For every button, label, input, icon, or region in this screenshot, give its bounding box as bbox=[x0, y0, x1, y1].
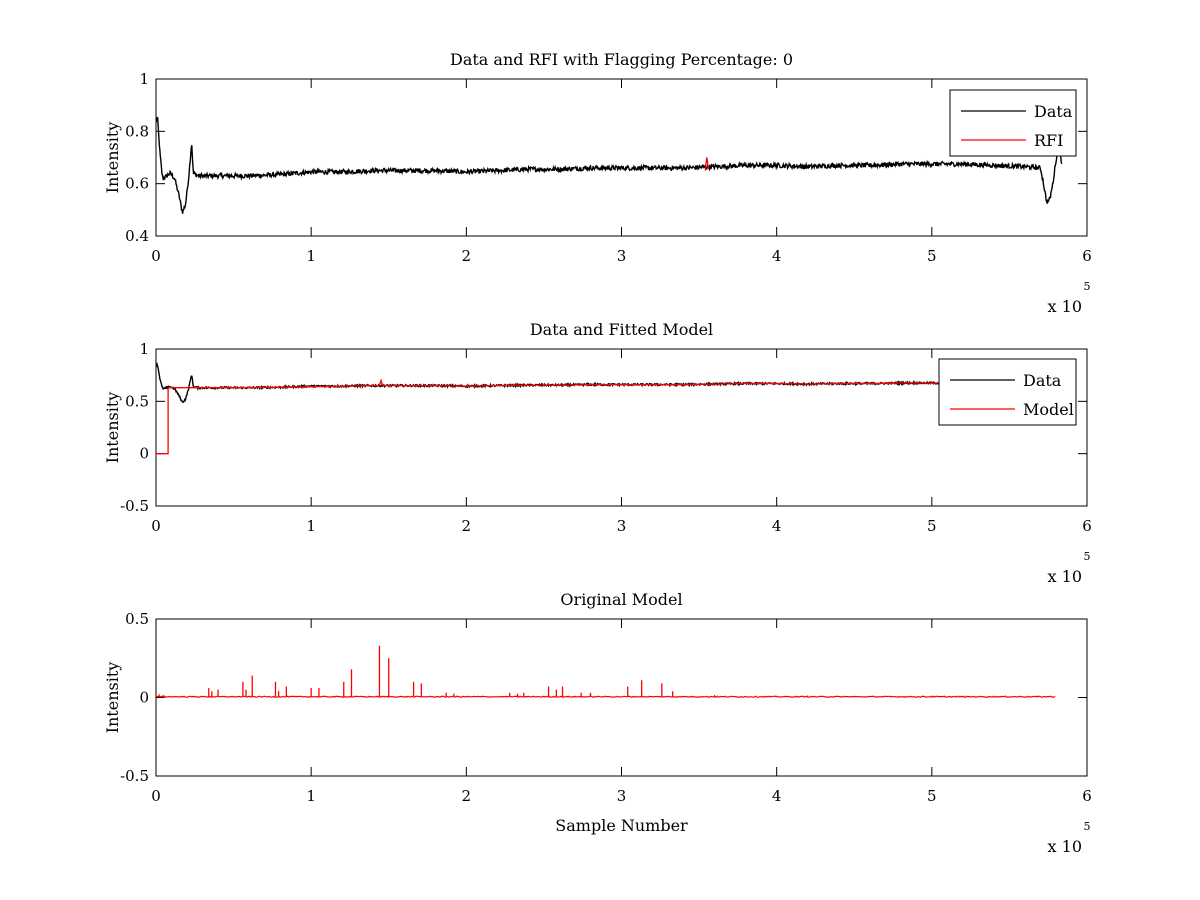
x-multiplier-base: x 10 bbox=[1048, 837, 1082, 856]
x-multiplier-exponent: 5 bbox=[1084, 280, 1091, 293]
y-tick-label: 0.6 bbox=[125, 175, 149, 193]
y-tick-label: 1 bbox=[139, 340, 149, 358]
panel-title: Data and RFI with Flagging Percentage: 0 bbox=[450, 50, 793, 69]
x-multiplier-base: x 10 bbox=[1048, 567, 1082, 586]
x-axis-label: Sample Number bbox=[555, 816, 688, 835]
x-tick-label: 6 bbox=[1082, 247, 1092, 265]
panel-title: Data and Fitted Model bbox=[530, 320, 713, 339]
x-tick-label: 6 bbox=[1082, 787, 1092, 805]
legend-label: Data bbox=[1034, 102, 1073, 121]
x-tick-label: 4 bbox=[772, 517, 782, 535]
x-tick-label: 3 bbox=[617, 787, 627, 805]
x-tick-label: 1 bbox=[306, 517, 316, 535]
x-multiplier-base: x 10 bbox=[1048, 297, 1082, 316]
x-multiplier: x 105 bbox=[1048, 550, 1091, 586]
x-multiplier: x 105 bbox=[1048, 280, 1091, 316]
x-tick-label: 6 bbox=[1082, 517, 1092, 535]
x-tick-label: 5 bbox=[927, 517, 937, 535]
x-tick-label: 0 bbox=[151, 787, 161, 805]
x-tick-label: 0 bbox=[151, 247, 161, 265]
y-axis-label: Intensity bbox=[103, 662, 122, 734]
x-multiplier-exponent: 5 bbox=[1084, 550, 1091, 563]
x-tick-label: 1 bbox=[306, 247, 316, 265]
y-tick-label: 0.5 bbox=[125, 392, 149, 410]
x-tick-label: 2 bbox=[462, 517, 472, 535]
x-tick-label: 5 bbox=[927, 247, 937, 265]
chart-panel-1: Data and RFI with Flagging Percentage: 0… bbox=[103, 50, 1092, 316]
x-multiplier: x 105 bbox=[1048, 820, 1091, 856]
x-tick-label: 3 bbox=[617, 517, 627, 535]
plot-area bbox=[155, 78, 1088, 237]
x-tick-label: 3 bbox=[617, 247, 627, 265]
series-rfi-line bbox=[704, 157, 710, 171]
y-tick-label: -0.5 bbox=[120, 497, 149, 515]
plot-area bbox=[155, 348, 1088, 507]
panel-title: Original Model bbox=[560, 590, 682, 609]
y-tick-label: 1 bbox=[139, 70, 149, 88]
x-multiplier-exponent: 5 bbox=[1084, 820, 1091, 833]
x-tick-label: 1 bbox=[306, 787, 316, 805]
y-tick-label: 0.5 bbox=[125, 610, 149, 628]
y-axis-label: Intensity bbox=[103, 392, 122, 464]
legend-label: Data bbox=[1023, 371, 1062, 390]
x-tick-label: 2 bbox=[462, 787, 472, 805]
legend-label: RFI bbox=[1034, 131, 1063, 150]
legend-label: Model bbox=[1023, 400, 1074, 419]
y-tick-label: 0 bbox=[139, 445, 149, 463]
x-tick-label: 4 bbox=[772, 247, 782, 265]
x-tick-label: 2 bbox=[462, 247, 472, 265]
y-tick-label: 0.8 bbox=[125, 122, 149, 140]
x-tick-label: 0 bbox=[151, 517, 161, 535]
series-1-line bbox=[156, 695, 1056, 698]
legend: Data RFI bbox=[949, 89, 1077, 157]
legend-box bbox=[949, 89, 1077, 157]
x-tick-label: 5 bbox=[927, 787, 937, 805]
y-tick-label: 0 bbox=[139, 689, 149, 707]
legend: Data Model bbox=[938, 358, 1077, 426]
x-tick-label: 4 bbox=[772, 787, 782, 805]
y-axis-label: Intensity bbox=[103, 122, 122, 194]
plot-series bbox=[156, 645, 1056, 698]
plot-series bbox=[156, 116, 1063, 214]
y-tick-label: 0.4 bbox=[125, 227, 149, 245]
series-model-line bbox=[156, 378, 1056, 455]
plot-series bbox=[156, 361, 1057, 455]
y-tick-label: -0.5 bbox=[120, 767, 149, 785]
legend-box bbox=[938, 358, 1077, 426]
series-data-line bbox=[156, 116, 1063, 214]
